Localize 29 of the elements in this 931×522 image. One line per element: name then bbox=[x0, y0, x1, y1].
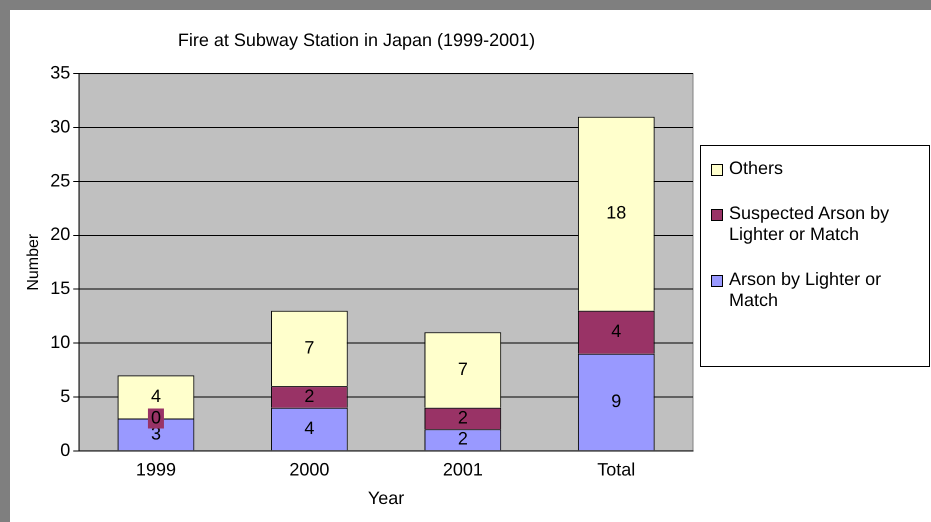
y-tick-label: 0 bbox=[60, 440, 70, 460]
y-tick-label: 35 bbox=[50, 62, 70, 83]
y-tick-label: 25 bbox=[50, 170, 70, 190]
x-axis-title: Year bbox=[368, 488, 404, 508]
data-label: 7 bbox=[304, 337, 314, 358]
data-label: 2 bbox=[458, 428, 468, 449]
x-tick-label: 2001 bbox=[442, 460, 483, 480]
legend-label: Suspected Arson by Lighter or Match bbox=[729, 203, 890, 245]
data-label: 18 bbox=[606, 202, 626, 223]
y-tick-label: 20 bbox=[50, 224, 70, 244]
legend-label: Arson by Lighter or Match bbox=[729, 269, 882, 311]
x-tick-label: 1999 bbox=[136, 460, 176, 480]
data-label: 2 bbox=[304, 386, 314, 406]
y-axis-title: Number bbox=[25, 233, 42, 291]
y-tick-label: 5 bbox=[60, 386, 70, 406]
data-label: 2 bbox=[458, 407, 468, 428]
legend-label: Others bbox=[729, 158, 784, 179]
data-label: 4 bbox=[611, 321, 622, 342]
data-label: 0 bbox=[150, 407, 161, 428]
y-tick-label: 15 bbox=[50, 278, 70, 298]
data-label: 4 bbox=[304, 418, 314, 438]
x-tick-label: 2000 bbox=[289, 460, 330, 480]
data-label: 7 bbox=[458, 358, 468, 379]
x-tick-label: Total bbox=[597, 460, 636, 480]
y-tick-label: 30 bbox=[50, 116, 70, 136]
y-tick-label: 10 bbox=[50, 332, 70, 352]
data-label: 4 bbox=[150, 386, 161, 406]
chart-title: Fire at Subway Station in Japan (1999-2001) bbox=[178, 30, 536, 50]
data-label: 9 bbox=[611, 391, 622, 412]
